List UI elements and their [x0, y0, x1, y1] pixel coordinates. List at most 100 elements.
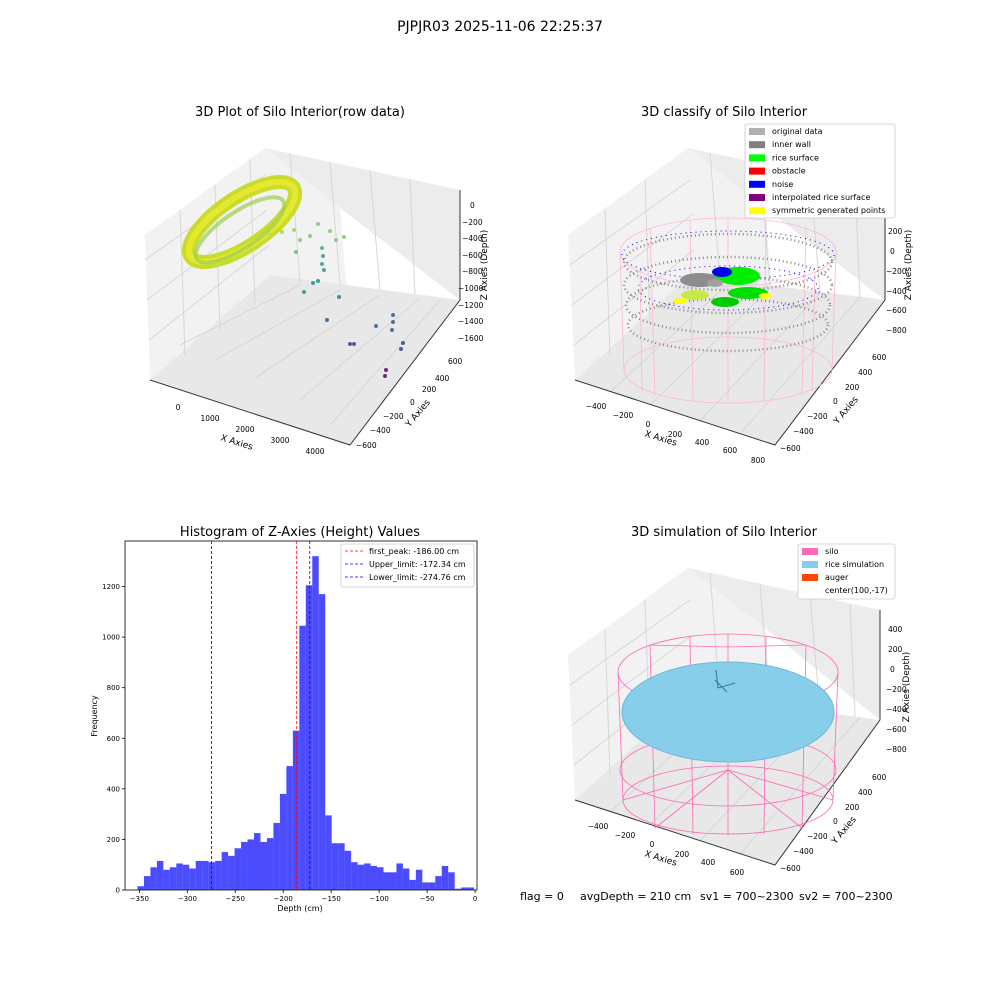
panel-raw: 3D Plot of Silo Interior(row data) [144, 105, 490, 456]
classify-legend-label: obstacle [772, 167, 806, 176]
raw-x-tick-3: 3000 [270, 436, 289, 445]
histogram-bar [370, 865, 378, 890]
classify-z-tick-5: −800 [886, 326, 907, 335]
histogram-bar [143, 876, 151, 890]
histogram-bar [435, 876, 442, 890]
histogram-bar [415, 869, 423, 890]
sim-z-tick-4: −400 [886, 705, 907, 714]
classify-y-tick-1: 400 [858, 368, 873, 377]
histogram-y-ticks: 0 200 400 600 800 1000 1200 [102, 583, 125, 895]
raw-z-tick-2: −400 [462, 234, 483, 243]
histogram-bar [357, 864, 365, 890]
histogram-title: Histogram of Z-Axies (Height) Values [180, 525, 420, 540]
histogram-y-tick-label: 1000 [102, 634, 120, 642]
histogram-bar [383, 872, 390, 890]
histogram-bar [299, 625, 306, 890]
histogram-x-tick-label: −50 [420, 895, 435, 903]
classify-legend-label: interpolated rice surface [772, 193, 870, 202]
histogram-x-tick-label: 0 [473, 895, 477, 903]
histogram-bar [266, 838, 274, 890]
raw-x-tick-0: 0 [176, 403, 181, 412]
panel-simulation-silo-wireframe [617, 633, 839, 835]
classify-z-tick-0: 200 [888, 227, 903, 236]
histogram-bar [163, 869, 170, 890]
classify-y-tick-4: −200 [807, 412, 828, 421]
histogram-reference-lines [211, 541, 311, 890]
classify-y-tick-6: −600 [780, 444, 801, 453]
classify-legend-label: inner wall [772, 140, 811, 149]
classify-y-tick-0: 600 [872, 353, 887, 362]
classify-legend-swatch [749, 180, 765, 188]
histogram-bar [195, 860, 203, 890]
histogram-y-tick-label: 1200 [102, 583, 120, 591]
classify-x-tick-0: −400 [586, 402, 607, 411]
panel-classify-rice-surface [673, 267, 771, 307]
status-avg-depth: avgDepth = 210 cm [580, 890, 691, 903]
histogram-bar [150, 867, 157, 890]
panel-simulation-ticks: −400 −200 0 200 400 600 600 400 200 0 −2… [588, 625, 907, 877]
classify-legend-swatch [749, 194, 765, 201]
histogram-bar [448, 872, 455, 890]
histogram-x-tick-label: −350 [130, 895, 149, 903]
sim-z-tick-5: −600 [886, 725, 907, 734]
histogram-bar [215, 860, 222, 890]
raw-x-tick-4: 4000 [305, 447, 324, 456]
panel-raw-ticks: 0 1000 2000 3000 4000 600 400 200 0 −200… [176, 201, 484, 456]
histogram-bar [312, 556, 319, 890]
classify-legend-label: symmetric generated points [772, 206, 885, 215]
histogram-x-tick-label: −100 [370, 895, 389, 903]
histogram-bar [467, 887, 475, 890]
sim-z-tick-3: −200 [886, 685, 907, 694]
panel-histogram: Histogram of Z-Axies (Height) Values −35… [90, 525, 478, 913]
raw-y-tick-3: 0 [410, 398, 415, 407]
histogram-bar [396, 863, 403, 890]
histogram-bar [377, 867, 384, 890]
panel-classify-ticks: −400 −200 0 200 400 600 800 600 400 200 … [586, 227, 907, 465]
histogram-bar [286, 766, 293, 890]
classify-z-tick-3: −400 [886, 287, 907, 296]
panel-simulation-legend: silo rice simulation auger center(100,-17) [797, 543, 896, 600]
panel-simulation: 3D simulation of Silo Interior [568, 525, 912, 877]
sim-y-tick-2: 200 [845, 803, 860, 812]
histogram-bar [441, 865, 449, 890]
panel-simulation-auger [714, 669, 736, 693]
panel-raw-scatter-points [268, 222, 405, 378]
sim-y-tick-6: −600 [780, 864, 801, 873]
histogram-bar [292, 730, 300, 890]
simulation-legend-label: auger [825, 573, 849, 582]
raw-z-tick-5: −1000 [458, 284, 484, 293]
classify-y-tick-2: 200 [845, 383, 860, 392]
histogram-bar [156, 860, 164, 890]
classify-legend-label: rice surface [772, 153, 819, 162]
sim-z-tick-2: 0 [890, 665, 895, 674]
histogram-bar [228, 855, 235, 890]
status-sv2: sv2 = 700~2300 [799, 890, 893, 903]
histogram-x-axis-label: Depth (cm) [277, 904, 322, 913]
histogram-y-tick-label: 200 [107, 836, 120, 844]
panel-raw-ring-data [181, 175, 303, 269]
histogram-bar [254, 833, 261, 890]
raw-y-axis-label: Y Axies [404, 398, 433, 430]
panel-classify-title: 3D classify of Silo Interior [641, 105, 808, 120]
classify-legend-swatch [749, 154, 765, 162]
raw-z-tick-6: −1200 [458, 301, 484, 310]
histogram-legend: first_peak: -186.00 cm Upper_limit: -172.… [340, 543, 475, 588]
classify-legend-swatch [749, 167, 765, 175]
simulation-legend-swatch [802, 548, 818, 555]
classify-z-axis-label: Z Axies (Depth) [904, 230, 914, 301]
histogram-bar [234, 848, 242, 890]
raw-x-tick-2: 2000 [235, 425, 254, 434]
histogram-bar [428, 882, 436, 890]
figure-title: PJPJR03 2025-11-06 22:25:37 [397, 19, 603, 35]
histogram-bar [402, 868, 410, 890]
histogram-x-tick-label: −150 [322, 895, 341, 903]
classify-legend-label: original data [772, 127, 823, 136]
status-flag: flag = 0 [520, 890, 564, 903]
histogram-x-tick-label: −300 [178, 895, 197, 903]
simulation-legend-swatch [802, 561, 818, 568]
histogram-bar [338, 843, 345, 890]
sim-x-tick-5: 600 [730, 868, 745, 877]
sim-y-tick-5: −400 [793, 847, 814, 856]
raw-y-tick-1: 400 [435, 374, 450, 383]
